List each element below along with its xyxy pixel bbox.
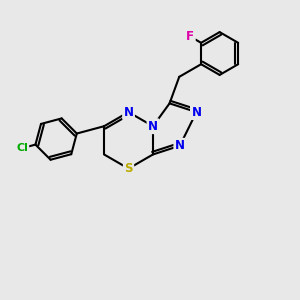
Text: N: N (175, 139, 185, 152)
Text: S: S (124, 162, 133, 175)
Text: N: N (124, 106, 134, 118)
Text: Cl: Cl (16, 143, 28, 153)
Text: N: N (148, 120, 158, 133)
Text: F: F (186, 30, 194, 43)
Text: N: N (191, 106, 201, 118)
